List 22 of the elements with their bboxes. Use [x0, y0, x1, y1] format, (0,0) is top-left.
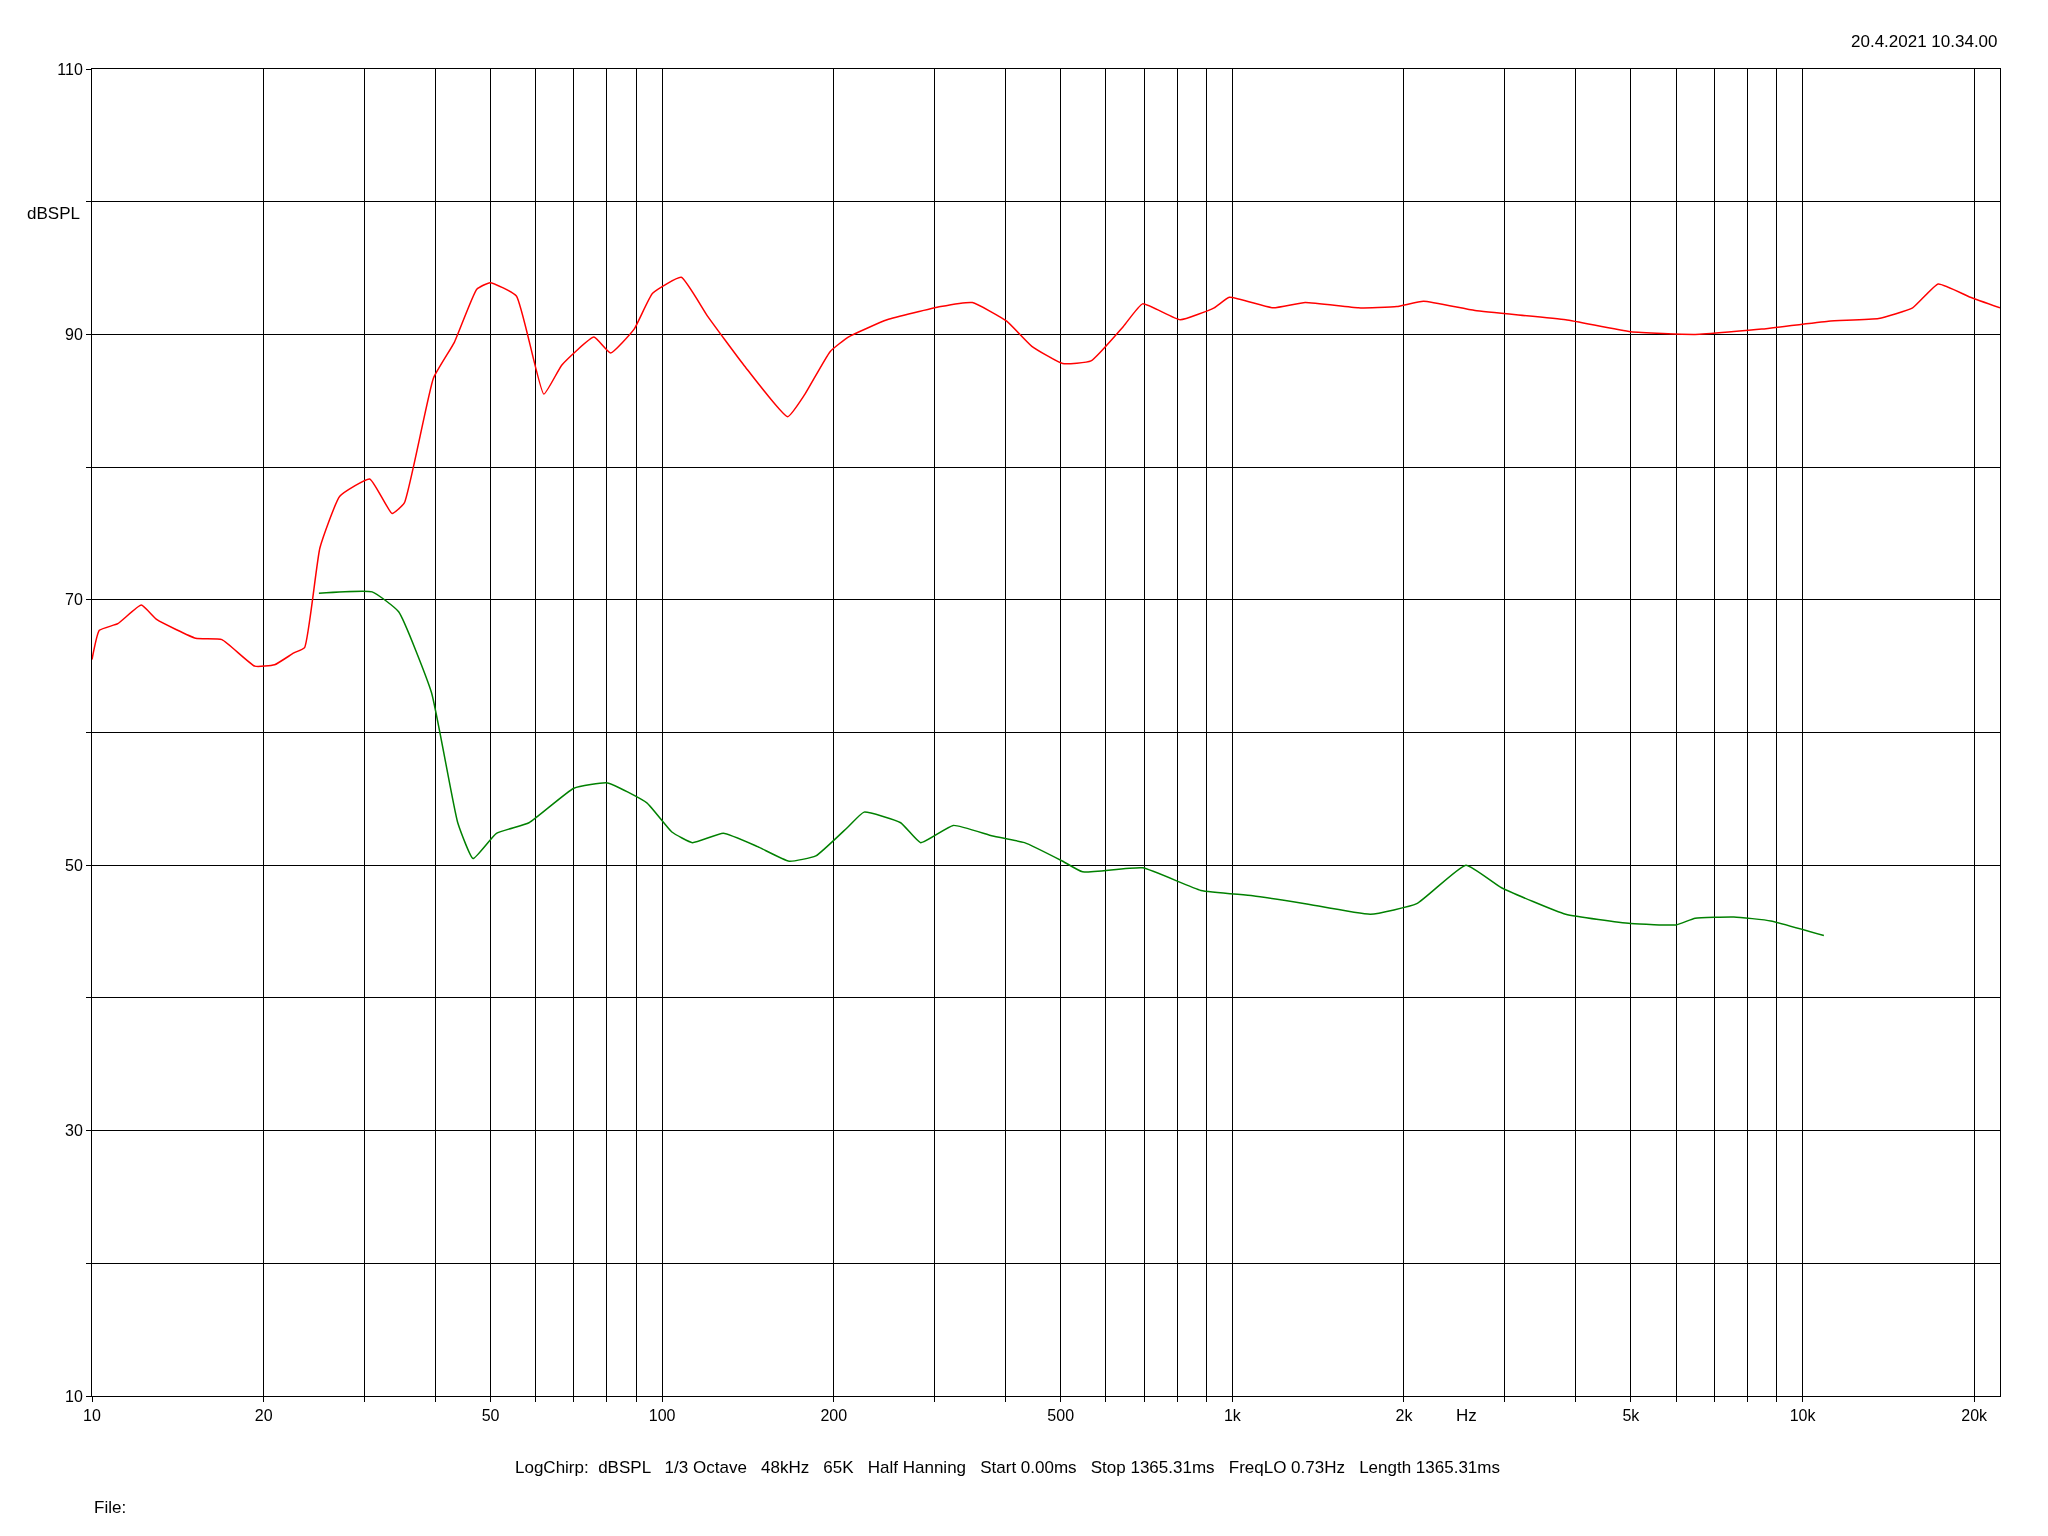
y-axis-title: dBSPL	[27, 204, 80, 223]
y-tick-label: 70	[65, 591, 83, 609]
y-tick-label: 90	[65, 326, 83, 343]
x-tick-label: 10	[83, 1407, 101, 1425]
x-tick-label: 20	[254, 1407, 273, 1425]
text: File:	[94, 1498, 127, 1517]
x-tick-label: 500	[1047, 1407, 1075, 1425]
text: 20.4.2021 10.34.00	[1851, 32, 1998, 51]
x-tick-label: 5k	[1622, 1407, 1641, 1425]
text: LogChirp: dBSPL 1/3 Octave 48kHz 65K Half Hanning Start 0.00ms Stop 1365.31ms FreqLO 0.73Hz Length 1365.31ms	[515, 1458, 1500, 1477]
x-tick-label: 1k	[1223, 1407, 1242, 1425]
y-tick-label: 50	[65, 856, 83, 874]
y-tick-label: 110	[57, 60, 83, 78]
x-tick-label: 10k	[1789, 1407, 1817, 1425]
y-tick-label: 10	[65, 1387, 83, 1405]
x-tick-label: 20k	[1961, 1407, 1989, 1425]
x-tick-label: 50	[481, 1407, 500, 1425]
x-tick-label: 2k	[1395, 1407, 1414, 1425]
x-tick-label: 100	[648, 1407, 676, 1425]
x-tick-label: 200	[820, 1407, 848, 1425]
y-tick-label: 30	[65, 1122, 83, 1140]
x-axis-title: Hz	[1456, 1406, 1477, 1425]
